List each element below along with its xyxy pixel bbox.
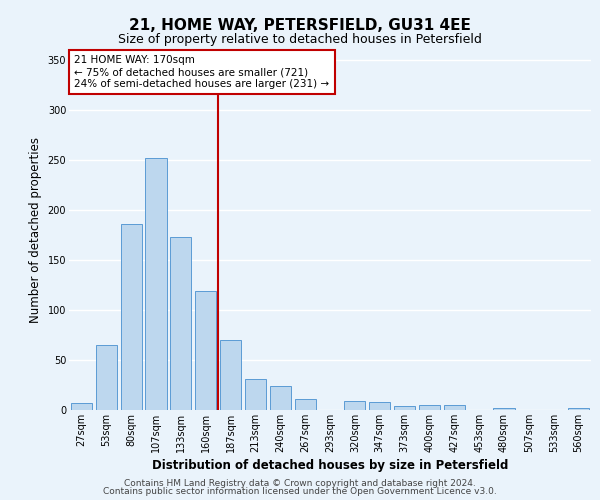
Bar [245,379,266,410]
Bar [419,405,440,410]
Text: Size of property relative to detached houses in Petersfield: Size of property relative to detached ho… [118,32,482,46]
Bar [170,237,191,410]
Bar [121,224,142,410]
Y-axis label: Number of detached properties: Number of detached properties [29,137,42,323]
Bar [568,408,589,410]
Bar [295,399,316,410]
Bar [270,386,291,410]
Text: Contains HM Land Registry data © Crown copyright and database right 2024.: Contains HM Land Registry data © Crown c… [124,478,476,488]
Text: Contains public sector information licensed under the Open Government Licence v3: Contains public sector information licen… [103,487,497,496]
Bar [444,405,465,410]
Bar [344,401,365,410]
Bar [96,345,117,410]
Bar [71,403,92,410]
Bar [220,340,241,410]
X-axis label: Distribution of detached houses by size in Petersfield: Distribution of detached houses by size … [152,459,508,472]
Bar [145,158,167,410]
Bar [369,402,390,410]
Bar [493,408,515,410]
Text: 21 HOME WAY: 170sqm
← 75% of detached houses are smaller (721)
24% of semi-detac: 21 HOME WAY: 170sqm ← 75% of detached ho… [74,56,329,88]
Text: 21, HOME WAY, PETERSFIELD, GU31 4EE: 21, HOME WAY, PETERSFIELD, GU31 4EE [129,18,471,32]
Bar [394,406,415,410]
Bar [195,291,216,410]
